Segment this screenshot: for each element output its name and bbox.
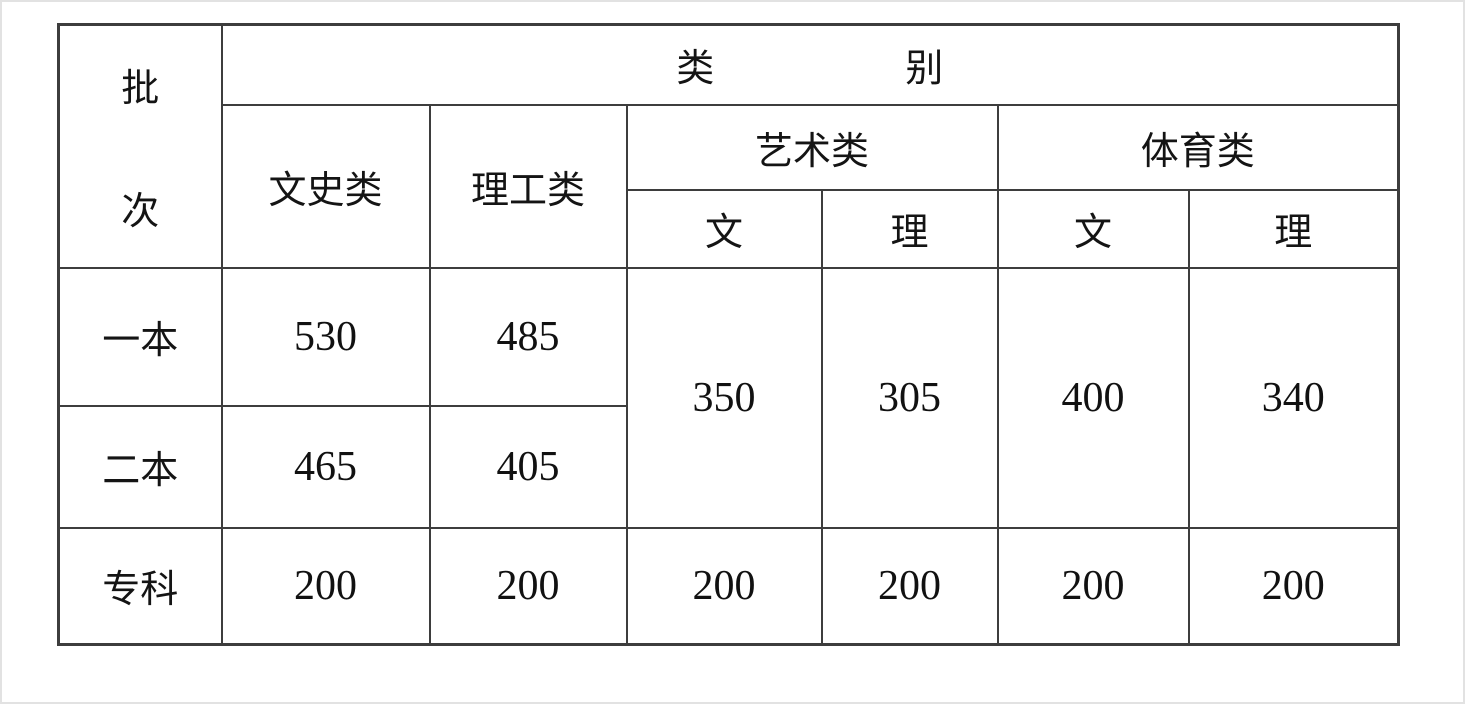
cell-zhuanke-yishu-wen: 200	[625, 526, 823, 646]
category-header-left: 类	[676, 48, 715, 91]
cell-benke-tiyu-li: 340	[1187, 266, 1400, 529]
cell-zhuanke-tiyu-li: 200	[1187, 526, 1400, 646]
row-label-erben: 二本	[57, 404, 223, 529]
col-header-tiyu-li: 理	[1187, 188, 1400, 269]
cell-zhuanke-yishu-li: 200	[820, 526, 999, 646]
admission-score-table: 批 次 类 别 文史类 理工类 艺术类 体育类 文	[57, 23, 1400, 646]
row-label-yiben: 一本	[57, 266, 223, 407]
cell-zhuanke-tiyu-wen: 200	[996, 526, 1190, 646]
batch-header-line1: 批	[121, 68, 160, 111]
cell-zhuanke-wenshi: 200	[220, 526, 431, 646]
batch-header-cell: 批 次	[57, 23, 223, 269]
cell-erben-ligong: 405	[428, 404, 628, 529]
row-label-zhuanke: 专科	[57, 526, 223, 646]
col-header-wenshi: 文史类	[220, 103, 431, 269]
category-header-cell: 类 别	[220, 23, 1400, 106]
col-header-tiyu-wen: 文	[996, 188, 1190, 269]
category-header-right: 别	[905, 48, 944, 91]
col-header-tiyu: 体育类	[996, 103, 1400, 191]
cell-erben-wenshi: 465	[220, 404, 431, 529]
category-header-text: 类 别	[224, 37, 1397, 92]
cell-yiben-wenshi: 530	[220, 266, 431, 407]
cell-yiben-ligong: 485	[428, 266, 628, 407]
score-table-container: 批 次 类 别 文史类 理工类 艺术类 体育类 文	[57, 23, 1400, 646]
batch-header-lines: 批 次	[61, 57, 220, 235]
col-header-yishu: 艺术类	[625, 103, 999, 191]
cell-benke-tiyu-wen: 400	[996, 266, 1190, 529]
cell-benke-yishu-wen: 350	[625, 266, 823, 529]
cell-zhuanke-ligong: 200	[428, 526, 628, 646]
cell-benke-yishu-li: 305	[820, 266, 999, 529]
col-header-yishu-wen: 文	[625, 188, 823, 269]
batch-header-line2: 次	[121, 191, 160, 234]
col-header-ligong: 理工类	[428, 103, 628, 269]
col-header-yishu-li: 理	[820, 188, 999, 269]
